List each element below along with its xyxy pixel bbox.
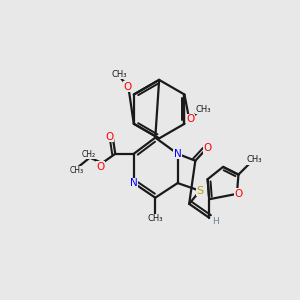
Text: O: O [187,114,195,124]
Text: CH₃: CH₃ [195,105,211,114]
Text: N: N [174,149,182,159]
Text: CH₃: CH₃ [70,166,84,175]
Text: O: O [97,162,105,172]
Text: S: S [196,186,203,196]
Text: O: O [123,82,132,92]
Text: O: O [234,189,243,199]
Text: H: H [212,217,219,226]
Text: O: O [203,143,212,153]
Text: CH₂: CH₂ [82,150,96,159]
Text: CH₃: CH₃ [148,214,163,223]
Text: CH₃: CH₃ [247,155,262,164]
Text: CH₃: CH₃ [111,70,127,79]
Text: O: O [105,132,113,142]
Text: N: N [130,178,138,188]
